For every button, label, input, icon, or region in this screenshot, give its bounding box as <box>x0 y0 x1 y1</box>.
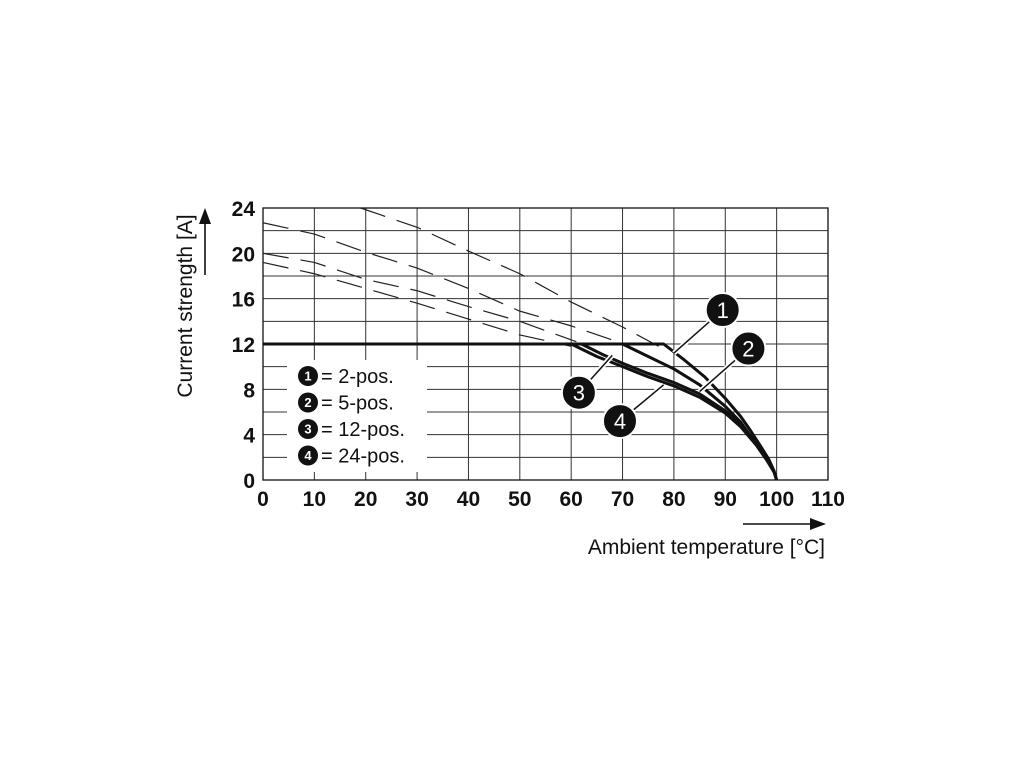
x-tick-label: 40 <box>457 488 480 511</box>
series-3-dashed-line <box>262 252 577 343</box>
callout-marker-3 <box>560 374 597 411</box>
y-axis-title: Current strength [A] <box>174 214 197 397</box>
series-4-line <box>263 342 779 481</box>
legend-marker-1 <box>298 366 318 386</box>
legend-label: = 2-pos. <box>321 366 394 388</box>
legend-marker-2 <box>298 392 318 413</box>
x-tick-label: 50 <box>508 488 531 511</box>
callout-marker-1 <box>704 292 741 328</box>
series-1-dashed-line <box>360 207 659 347</box>
legend-marker-3 <box>298 419 318 439</box>
callout-number: 4 <box>614 409 626 434</box>
x-tick-label: 110 <box>811 488 845 511</box>
x-axis-title: Ambient temperature [°C] <box>588 536 825 559</box>
legend: 1 = 2-pos. 2 = 5-pos. 3 = 12-pos. 4 = 24-pos. <box>287 360 427 472</box>
legend-label: = 5-pos. <box>321 393 394 415</box>
x-tick-label: 100 <box>759 488 794 511</box>
callout-number: 3 <box>573 381 585 406</box>
x-tick-label: 70 <box>611 488 634 511</box>
y-tick-label: 16 <box>232 289 255 312</box>
y-tick-label: 12 <box>232 334 255 357</box>
y-tick-label: 4 <box>243 425 255 448</box>
legend-label: = 24-pos. <box>321 446 405 468</box>
y-axis-arrow <box>199 208 211 275</box>
series-4-dashed-line <box>262 261 572 347</box>
x-tick-label: 0 <box>257 488 269 511</box>
y-tick-label: 20 <box>232 243 255 266</box>
x-tick-label: 30 <box>405 488 428 511</box>
y-tick-label: 24 <box>232 198 256 221</box>
x-tick-label: 10 <box>303 488 326 511</box>
callout-number: 2 <box>742 337 754 362</box>
legend-marker-number: 4 <box>304 448 312 463</box>
x-axis-arrow <box>743 518 826 530</box>
legend-marker-number: 3 <box>304 422 311 437</box>
x-tick-label: 90 <box>714 488 737 511</box>
series-2-dashed-line <box>262 222 618 343</box>
curve-callouts: 12 3 4 <box>560 292 767 440</box>
derating-curves <box>263 342 779 481</box>
x-tick-label: 80 <box>662 488 685 511</box>
callout-number: 1 <box>717 298 729 323</box>
grid <box>262 207 829 481</box>
x-tick-label: 20 <box>354 488 377 511</box>
y-tick-label: 0 <box>243 470 255 493</box>
legend-label: = 12-pos. <box>321 419 405 441</box>
dashed-reference-curves <box>262 207 659 347</box>
legend-marker-number: 2 <box>304 395 311 410</box>
callout-marker-4 <box>601 403 638 440</box>
legend-marker-number: 1 <box>304 369 311 384</box>
x-tick-label: 60 <box>560 488 583 511</box>
y-tick-label: 8 <box>243 379 255 402</box>
legend-marker-4 <box>298 445 318 466</box>
callout-marker-2 <box>730 330 767 367</box>
